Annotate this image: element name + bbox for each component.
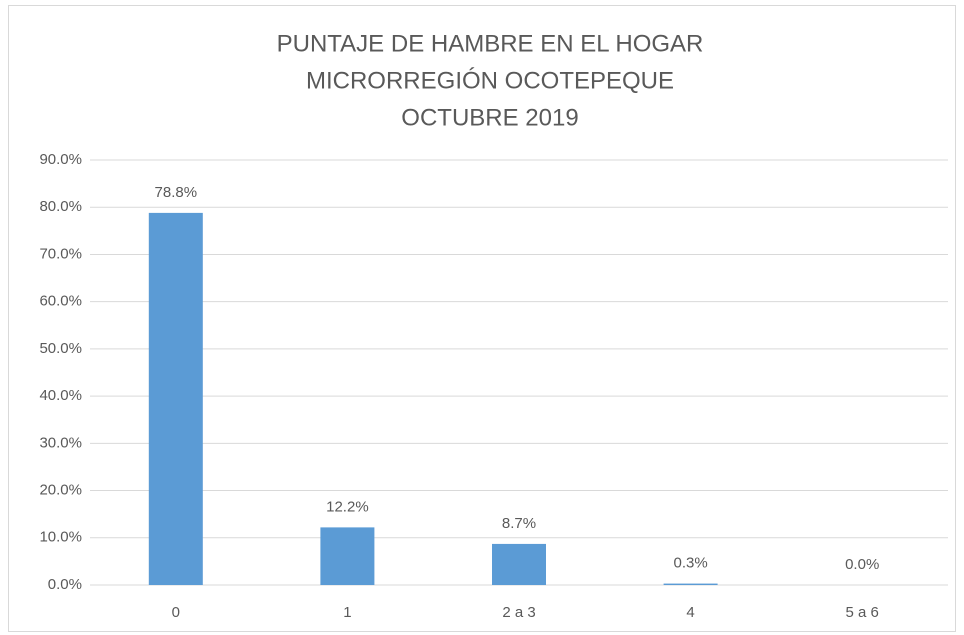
x-tick-label: 5 a 6 xyxy=(846,604,879,621)
bar xyxy=(663,583,718,585)
data-label: 8.7% xyxy=(502,515,536,532)
y-tick-label: 80.0% xyxy=(39,198,82,215)
bar xyxy=(148,212,203,585)
data-label: 12.2% xyxy=(326,498,369,515)
data-label: 78.8% xyxy=(155,184,198,201)
data-label: 0.0% xyxy=(845,556,879,573)
y-tick-label: 0.0% xyxy=(48,576,82,593)
y-tick-label: 30.0% xyxy=(39,434,82,451)
bar xyxy=(492,543,546,585)
y-tick-label: 50.0% xyxy=(39,340,82,357)
x-tick-label: 4 xyxy=(686,604,694,621)
y-tick-label: 10.0% xyxy=(39,529,82,546)
x-tick-label: 1 xyxy=(343,604,351,621)
y-tick-label: 60.0% xyxy=(39,293,82,310)
y-tick-label: 90.0% xyxy=(39,151,82,168)
x-tick-label: 2 a 3 xyxy=(502,604,535,621)
x-tick-label: 0 xyxy=(172,604,180,621)
y-tick-label: 20.0% xyxy=(39,482,82,499)
chart-title: MICRORREGIÓN OCOTEPEQUE xyxy=(306,67,674,94)
data-label: 0.3% xyxy=(673,555,707,572)
y-tick-label: 40.0% xyxy=(39,387,82,404)
chart-title: OCTUBRE 2019 xyxy=(401,104,578,131)
bar xyxy=(320,527,375,585)
y-tick-label: 70.0% xyxy=(39,245,82,262)
chart-title: PUNTAJE DE HAMBRE EN EL HOGAR xyxy=(277,30,704,57)
